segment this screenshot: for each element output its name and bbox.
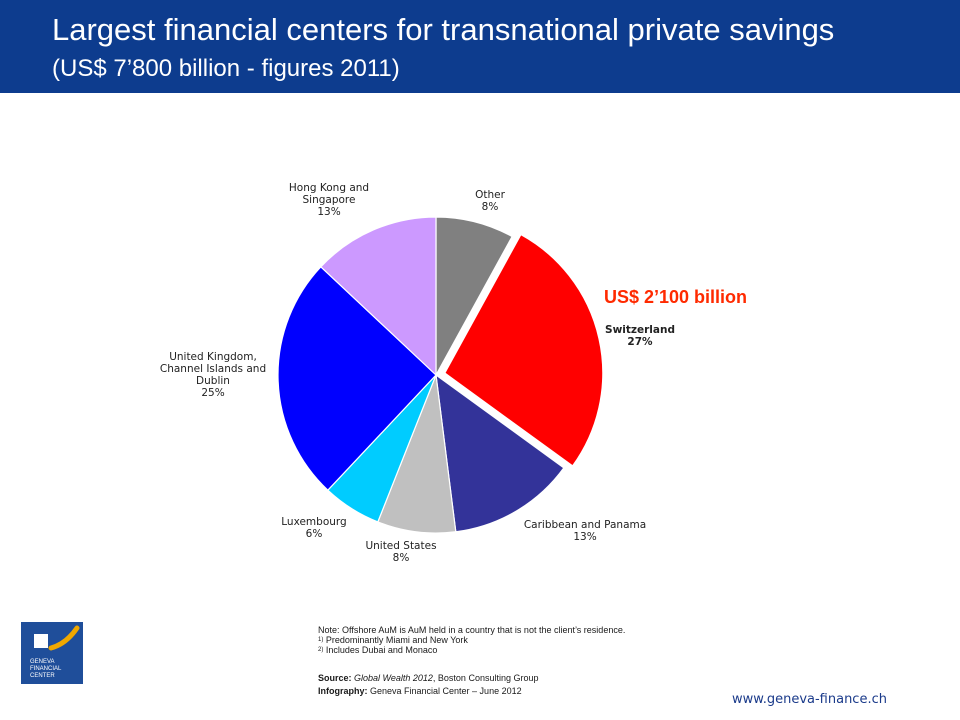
- footnotes: Note: Offshore AuM is AuM held in a coun…: [318, 625, 625, 655]
- slice-label-caribbean-and-panama: Caribbean and Panama 13%: [524, 519, 646, 543]
- website-url[interactable]: www.geneva-finance.ch: [732, 692, 887, 707]
- footnote-2: 2) Includes Dubai and Monaco: [318, 645, 625, 655]
- note-text: Note: Offshore AuM is AuM held in a coun…: [318, 625, 626, 635]
- switzerland-callout: US$ 2’100 billion: [604, 287, 748, 307]
- infography-text: Geneva Financial Center – June 2012: [367, 686, 522, 696]
- pie-labels: Other 8% Switzerland 27% Caribbean and Panam…: [160, 182, 675, 564]
- pie-slice-hong-kong-and: [319, 216, 437, 377]
- source-label: Source:: [318, 673, 352, 683]
- source-rest: , Boston Consulting Group: [432, 673, 539, 683]
- header-bar: Largest financial centers for transnatio…: [0, 0, 960, 93]
- pie-slice-caribbean-and-panama: [435, 373, 565, 533]
- slice-label-united-kingdom: United Kingdom, Channel Islands and Dublin…: [160, 351, 266, 399]
- infography-line: Infography: Geneva Financial Center – Ju…: [318, 685, 538, 698]
- logo-line-2: FINANCIAL: [30, 666, 62, 672]
- slice-label-switzerland: Switzerland 27%: [605, 324, 675, 348]
- pie-slices: [277, 216, 604, 534]
- slice-label-luxembourg: Luxembourg 6%: [281, 516, 346, 540]
- footnote-1: 1) Predominantly Miami and New York: [318, 635, 625, 645]
- source-title: Global Wealth 2012: [354, 673, 433, 683]
- page-title: Largest financial centers for transnatio…: [52, 12, 835, 47]
- footnote-1-text: Predominantly Miami and New York: [323, 635, 468, 645]
- page-subtitle: (US$ 7’800 billion - figures 2011): [52, 55, 400, 82]
- source-block: Source: Global Wealth 2012, Boston Consu…: [318, 672, 538, 698]
- geneva-financial-center-logo: GENEVA FINANCIAL CENTER: [21, 622, 83, 684]
- slice-label-united-states: United States 8%: [365, 540, 436, 564]
- slice-label-other: Other 8%: [475, 189, 505, 213]
- slice-label-hong-kong-and: Hong Kong and Singapore 13%: [289, 182, 369, 218]
- footnote-2-mark: 2): [318, 647, 324, 653]
- source-line: Source: Global Wealth 2012, Boston Consu…: [318, 672, 538, 685]
- logo-line-3: CENTER: [30, 673, 55, 679]
- infography-label: Infography:: [318, 686, 368, 696]
- pie-slice-switzerland: [444, 233, 604, 467]
- logo-line-1: GENEVA: [30, 659, 55, 665]
- pie-slice-united-kingdom: [277, 265, 437, 492]
- footnote-1-mark: 1): [318, 637, 324, 643]
- footnote-2-text: Includes Dubai and Monaco: [323, 645, 438, 655]
